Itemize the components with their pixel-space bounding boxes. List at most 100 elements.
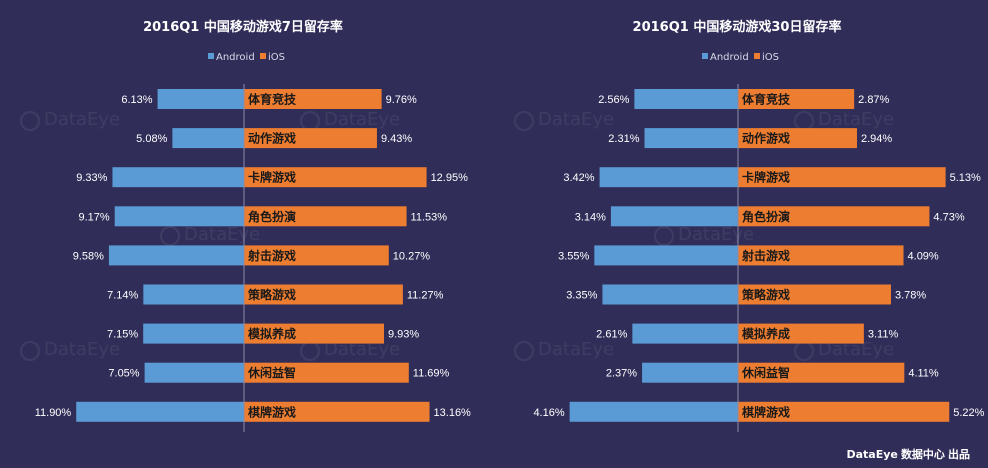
watermark-text: DataEye: [818, 109, 894, 130]
legend-label-ios: iOS: [268, 52, 285, 63]
bar-android: [594, 245, 738, 266]
watermark-group: DataEye DataEye DataEye DataEye DataEye: [20, 109, 400, 361]
data-label-ios: 11.53%: [411, 211, 448, 223]
watermark-text: DataEye: [44, 339, 120, 360]
watermark-eye-icon: [300, 341, 320, 361]
bar-android: [632, 323, 738, 344]
category-label: 动作游戏: [742, 131, 790, 146]
legend-label-android: Android: [216, 52, 255, 63]
data-label-ios: 10.27%: [393, 250, 431, 262]
data-label-android: 2.37%: [606, 368, 637, 380]
chart-title: 2016Q1 中国移动游戏7日留存率: [143, 19, 343, 35]
bar-android: [610, 206, 738, 227]
data-label-android: 4.16%: [533, 407, 564, 419]
bar-ios: [244, 323, 384, 344]
data-label-android: 11.90%: [35, 407, 72, 419]
legend-label-android: Android: [710, 52, 749, 63]
category-label: 动作游戏: [248, 131, 296, 146]
data-label-ios: 3.11%: [868, 329, 899, 341]
chart-30day-retention: DataEye DataEye DataEye DataEye DataEye 2016Q…: [514, 19, 985, 432]
data-label-android: 9.58%: [73, 250, 104, 262]
category-label: 卡牌游戏: [742, 170, 790, 185]
data-label-ios: 3.78%: [895, 290, 926, 302]
bar-ios: [244, 401, 430, 422]
watermark-eye-icon: [654, 226, 674, 246]
data-label-ios: 4.11%: [908, 368, 939, 380]
watermark-text: DataEye: [324, 109, 400, 130]
bar-android: [76, 401, 244, 422]
category-label: 体育竞技: [248, 92, 297, 107]
bar-ios: [244, 284, 403, 305]
category-label: 体育竞技: [742, 92, 791, 107]
data-label-ios: 9.43%: [381, 133, 412, 145]
category-label: 角色扮演: [248, 209, 296, 224]
bar-android: [114, 206, 244, 227]
bars-group: 体育竞技 2.56% 2.87% 动作游戏 2.31% 2.94% 卡牌游戏 3.42% 5.1…: [533, 89, 985, 422]
data-label-android: 2.56%: [598, 94, 629, 106]
watermark-text: DataEye: [324, 339, 400, 360]
bar-android: [143, 284, 244, 305]
category-label: 卡牌游戏: [248, 170, 296, 185]
watermark-eye-icon: [20, 111, 40, 131]
data-label-ios: 5.13%: [950, 172, 981, 184]
footer-text: 数据中心 出品: [900, 449, 970, 461]
bar-ios: [738, 401, 950, 422]
bar-ios: [738, 362, 905, 383]
data-label-android: 7.15%: [107, 329, 138, 341]
bar-ios: [244, 89, 382, 109]
legend-swatch-ios: [260, 53, 266, 59]
data-label-android: 3.14%: [575, 211, 606, 223]
bar-android: [642, 362, 738, 383]
legend-label-ios: iOS: [762, 52, 779, 63]
data-label-ios: 4.09%: [908, 250, 939, 262]
watermark-eye-icon: [514, 341, 534, 361]
watermark-text: DataEye: [538, 109, 614, 130]
legend: Android iOS: [702, 52, 779, 63]
watermark-eye-icon: [20, 341, 40, 361]
bars-group: 体育竞技 6.13% 9.76% 动作游戏 5.08% 9.43% 卡牌游戏 9.33% 12.…: [35, 89, 471, 422]
data-label-ios: 11.69%: [413, 368, 450, 380]
watermark-text: DataEye: [538, 339, 614, 360]
watermark-eye-icon: [160, 226, 180, 246]
bar-android: [644, 128, 738, 149]
watermark-eye-icon: [300, 111, 320, 131]
data-label-ios: 12.95%: [431, 172, 469, 184]
bar-android: [108, 245, 244, 266]
category-label: 休闲益智: [741, 365, 790, 380]
bar-ios: [738, 128, 857, 149]
footer-brand: DataEye: [846, 448, 898, 461]
data-label-android: 7.05%: [108, 368, 139, 380]
category-label: 模拟养成: [742, 326, 790, 341]
category-label: 射击游戏: [741, 248, 790, 263]
category-label: 策略游戏: [742, 287, 790, 302]
category-label: 棋牌游戏: [248, 404, 296, 419]
footer-credit: DataEye 数据中心 出品: [846, 446, 970, 462]
data-label-ios: 13.16%: [434, 407, 472, 419]
bar-android: [569, 401, 738, 422]
bar-ios: [738, 284, 891, 305]
data-label-android: 5.08%: [136, 133, 167, 145]
bar-ios: [738, 167, 946, 188]
data-label-ios: 11.27%: [407, 290, 444, 302]
category-label: 模拟养成: [248, 326, 296, 341]
data-label-ios: 9.93%: [388, 329, 419, 341]
bar-ios: [244, 362, 409, 383]
data-label-ios: 9.76%: [386, 94, 417, 106]
data-label-android: 6.13%: [121, 94, 152, 106]
legend-swatch-android: [208, 53, 214, 59]
bar-android: [634, 89, 738, 109]
bar-android: [602, 284, 738, 305]
legend: Android iOS: [208, 52, 285, 63]
bar-android: [172, 128, 244, 149]
category-label: 休闲益智: [247, 365, 296, 380]
watermark-text: DataEye: [818, 339, 894, 360]
bar-android: [599, 167, 738, 188]
data-label-ios: 5.22%: [953, 407, 984, 419]
bar-android: [144, 362, 244, 383]
bar-ios: [738, 245, 904, 266]
data-label-android: 9.33%: [76, 172, 107, 184]
data-label-android: 3.35%: [566, 290, 597, 302]
bar-ios: [738, 323, 864, 344]
bar-ios: [244, 206, 407, 227]
